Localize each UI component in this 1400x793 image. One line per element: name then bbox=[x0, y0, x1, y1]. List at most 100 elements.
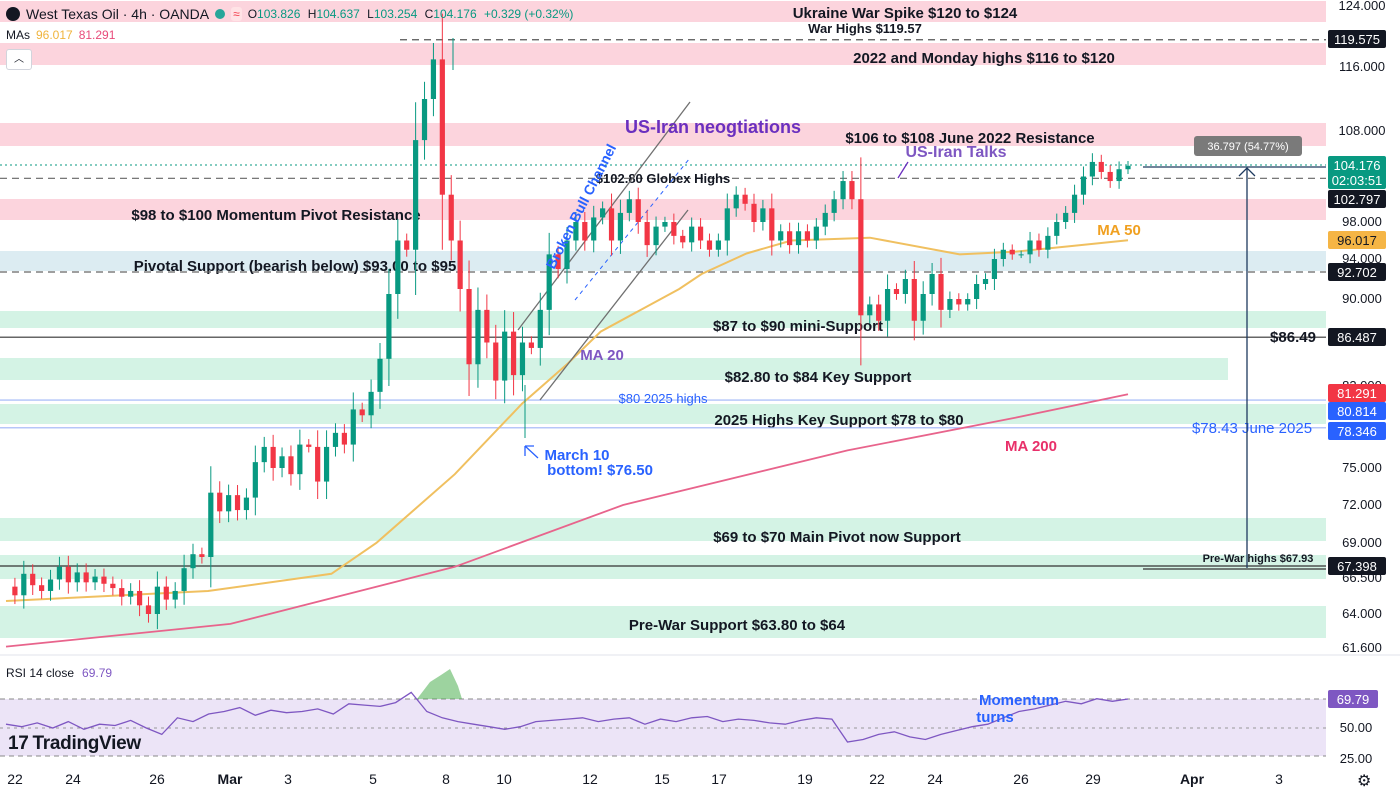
candle-body bbox=[715, 240, 721, 250]
price-label-text: 119.575 bbox=[1334, 32, 1380, 47]
y-axis-tick: 69.000 bbox=[1342, 535, 1382, 550]
candle-body bbox=[448, 194, 454, 241]
zone-label: $69 to $70 Main Pivot now Support bbox=[713, 529, 961, 546]
symbol-icon[interactable] bbox=[6, 7, 20, 21]
candle-body bbox=[56, 566, 63, 580]
candle-body bbox=[404, 240, 410, 250]
measure-box bbox=[1194, 136, 1302, 156]
candle-body bbox=[920, 294, 926, 321]
price-label-text: 86.487 bbox=[1337, 330, 1377, 345]
candle-body bbox=[457, 240, 463, 289]
candle-body bbox=[600, 208, 606, 218]
candle-body bbox=[128, 590, 134, 597]
x-axis-tick: 5 bbox=[369, 771, 377, 787]
candle-body bbox=[74, 572, 80, 583]
y-axis-tick: 61.600 bbox=[1342, 640, 1382, 655]
zone-label: $87 to $90 mini-Support bbox=[713, 318, 883, 335]
candle-body bbox=[956, 299, 962, 305]
candle-body bbox=[537, 309, 543, 348]
candle-body bbox=[226, 495, 232, 512]
candle-body bbox=[795, 231, 802, 246]
annotation: March 10 bbox=[544, 447, 609, 464]
price-label bbox=[1328, 384, 1386, 402]
candle-body bbox=[1089, 161, 1095, 177]
candle-body bbox=[1018, 254, 1024, 256]
x-axis-tick: 15 bbox=[654, 771, 670, 787]
zone-label: $98 to $100 Momentum Pivot Resistance bbox=[131, 207, 420, 224]
candle-body bbox=[742, 194, 748, 204]
candle-body bbox=[1116, 169, 1122, 182]
price-label bbox=[1328, 190, 1386, 208]
level-label: $80 2025 highs bbox=[619, 391, 708, 406]
candle-body bbox=[1054, 222, 1060, 236]
candle-body bbox=[234, 495, 241, 511]
candle-body bbox=[787, 231, 793, 246]
price-label-text: 80.814 bbox=[1337, 404, 1377, 419]
candle-body bbox=[332, 432, 339, 447]
price-label bbox=[1328, 402, 1386, 420]
symbol-title[interactable]: West Texas Oil · 4h · OANDA bbox=[26, 6, 210, 22]
status-dot-icon bbox=[215, 9, 226, 19]
rsi-legend[interactable]: RSI 14 close 69.79 bbox=[6, 666, 113, 680]
candle-body bbox=[181, 568, 187, 591]
candle-body bbox=[858, 199, 864, 316]
x-axis-tick: 12 bbox=[582, 771, 598, 787]
candle-body bbox=[813, 226, 819, 241]
candle-body bbox=[163, 586, 169, 600]
ma50-line bbox=[5, 236, 1129, 602]
candle-body bbox=[190, 554, 196, 569]
candle-body bbox=[519, 342, 526, 376]
level-label: $78.43 June 2025 bbox=[1192, 420, 1312, 437]
candle-body bbox=[982, 279, 989, 284]
rsi-overbought-fill bbox=[417, 669, 462, 699]
moving-averages-legend[interactable]: MAs 96.017 81.291 bbox=[6, 28, 116, 42]
zone-resistance bbox=[0, 43, 1326, 65]
candle-body bbox=[528, 342, 534, 348]
zone-label: 2025 Highs Key Support $78 to $80 bbox=[714, 412, 963, 429]
zone-support bbox=[0, 555, 1326, 579]
x-axis-tick: 8 bbox=[442, 771, 450, 787]
candle-body bbox=[83, 572, 89, 583]
candle-body bbox=[662, 222, 668, 227]
x-axis-tick: 24 bbox=[927, 771, 943, 787]
annotation: MA 50 bbox=[1097, 222, 1141, 239]
price-label bbox=[1328, 422, 1386, 440]
settings-icon[interactable]: ⚙ bbox=[1357, 773, 1372, 790]
level-label: $102.80 Globex Highs bbox=[596, 171, 730, 186]
candle-body bbox=[680, 235, 686, 243]
candle-body bbox=[439, 59, 445, 195]
candle-body bbox=[689, 226, 695, 243]
candle-body bbox=[769, 208, 775, 241]
annotation: US-Iran neogtiations bbox=[625, 117, 801, 137]
candle-body bbox=[546, 254, 552, 310]
price-label bbox=[1328, 328, 1386, 346]
candle-body bbox=[929, 274, 935, 294]
candle-body bbox=[12, 586, 18, 596]
candle-body bbox=[154, 586, 160, 614]
level-label: War Highs $119.57 bbox=[808, 21, 922, 36]
price-label bbox=[1328, 557, 1386, 575]
candle-body bbox=[974, 284, 980, 299]
candle-body bbox=[30, 573, 36, 586]
candle-body bbox=[884, 289, 891, 321]
zone-label: 2022 and Monday highs $116 to $120 bbox=[853, 50, 1115, 67]
x-axis-tick: 26 bbox=[1013, 771, 1029, 787]
annotation: bottom! $76.50 bbox=[547, 462, 653, 479]
chart-header: West Texas Oil · 4h · OANDA ≈ O103.826 H… bbox=[6, 5, 577, 23]
candle-body bbox=[724, 208, 730, 241]
rsi-band bbox=[0, 699, 1326, 756]
candle-body bbox=[608, 208, 615, 241]
arrow-icon bbox=[524, 445, 539, 459]
zone-resistance bbox=[0, 123, 1326, 146]
y-axis-tick: 90.000 bbox=[1342, 291, 1382, 306]
candle-body bbox=[502, 331, 508, 381]
x-axis-tick: 22 bbox=[869, 771, 885, 787]
candle-body bbox=[760, 208, 766, 222]
candle-body bbox=[315, 446, 321, 482]
chevron-up-icon[interactable]: ︿ bbox=[6, 49, 32, 70]
level-label: $86.49 bbox=[1270, 329, 1316, 346]
wave-icon[interactable]: ≈ bbox=[231, 7, 242, 21]
candle-body bbox=[938, 274, 944, 310]
candle-body bbox=[386, 294, 392, 359]
